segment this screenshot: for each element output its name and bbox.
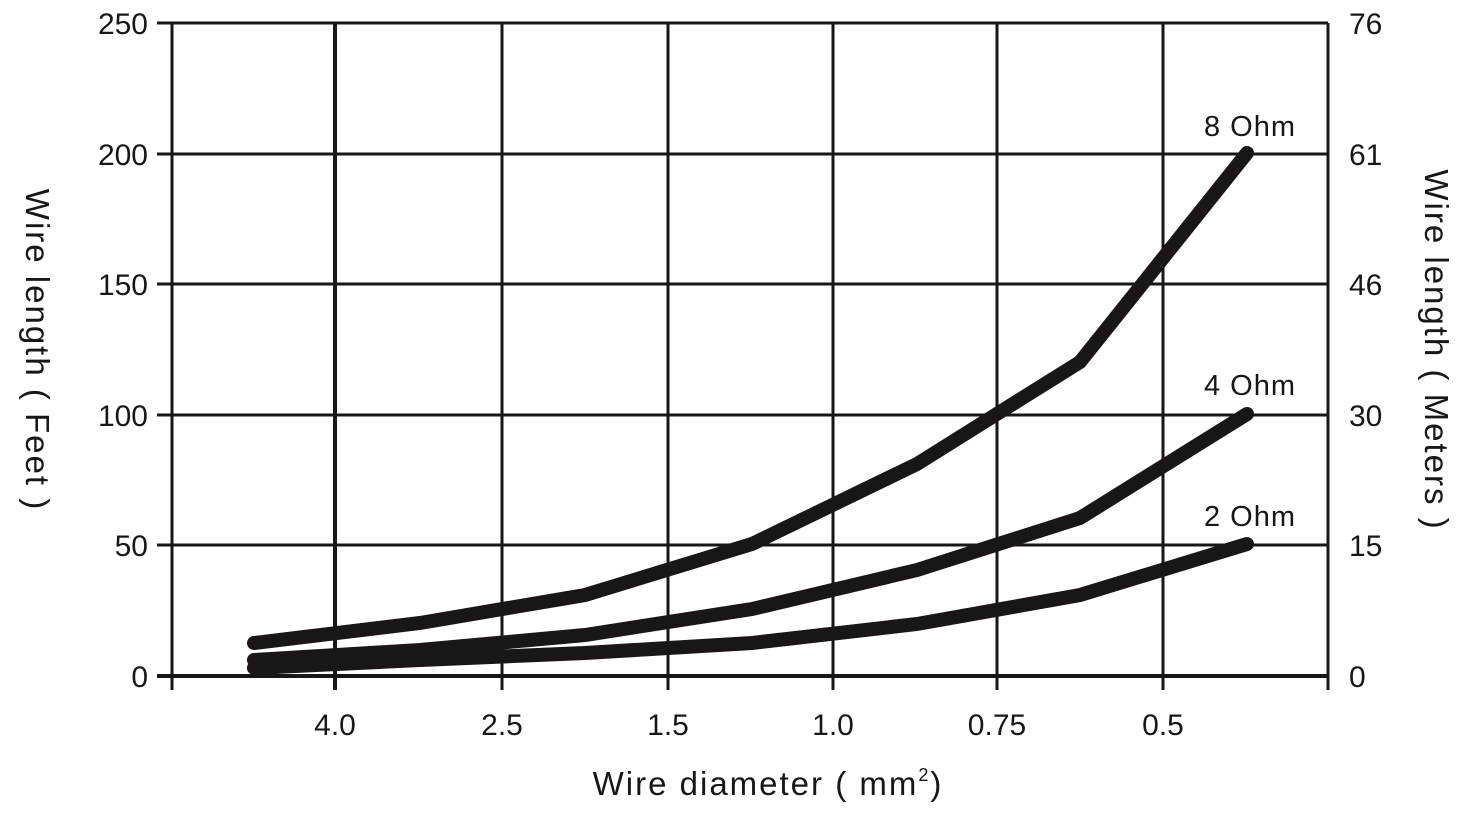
y-left-tick: 250 xyxy=(98,8,148,41)
y-right-tick: 0 xyxy=(1349,661,1366,694)
y-right-tick: 61 xyxy=(1349,139,1382,172)
label-8-ohm: 8 Ohm xyxy=(1204,111,1296,143)
y-right-tick: 30 xyxy=(1349,400,1382,433)
label-2-ohm: 2 Ohm xyxy=(1204,501,1296,533)
grid xyxy=(157,21,1330,690)
y-right-tick: 46 xyxy=(1349,269,1382,302)
x-tick: 0.75 xyxy=(968,709,1026,742)
y-axis-right-title: Wire length ( Meters ) xyxy=(1418,169,1455,530)
x-tick: 4.0 xyxy=(314,709,356,742)
series-lines xyxy=(247,146,1254,675)
y-left-tick: 50 xyxy=(115,530,148,563)
line-4-ohm xyxy=(247,407,1254,667)
x-tick: 0.5 xyxy=(1142,709,1184,742)
y-axis-left-title: Wire length ( Feet ) xyxy=(19,189,56,511)
y-left-tick: 200 xyxy=(98,139,148,172)
line-8-ohm xyxy=(247,146,1254,650)
y-right-tick: 15 xyxy=(1349,530,1382,563)
x-tick: 2.5 xyxy=(481,709,523,742)
y-left-tick: 150 xyxy=(98,269,148,302)
y-left-tick: 0 xyxy=(131,661,148,694)
series-labels: 8 Ohm 4 Ohm 2 Ohm xyxy=(1204,111,1296,533)
x-tick: 1.5 xyxy=(647,709,689,742)
y-axis-left-ticks: 250 200 150 100 50 0 xyxy=(98,8,148,694)
x-axis-ticks: 4.0 2.5 1.5 1.0 0.75 0.5 xyxy=(314,709,1184,742)
line-2-ohm xyxy=(247,537,1254,675)
x-tick: 1.0 xyxy=(812,709,854,742)
x-axis-title: Wire diameter ( mm2) xyxy=(593,765,944,802)
label-4-ohm: 4 Ohm xyxy=(1204,370,1296,402)
y-right-tick: 76 xyxy=(1349,8,1382,41)
y-left-tick: 100 xyxy=(98,400,148,433)
y-axis-right-ticks: 76 61 46 30 15 0 xyxy=(1349,8,1382,694)
